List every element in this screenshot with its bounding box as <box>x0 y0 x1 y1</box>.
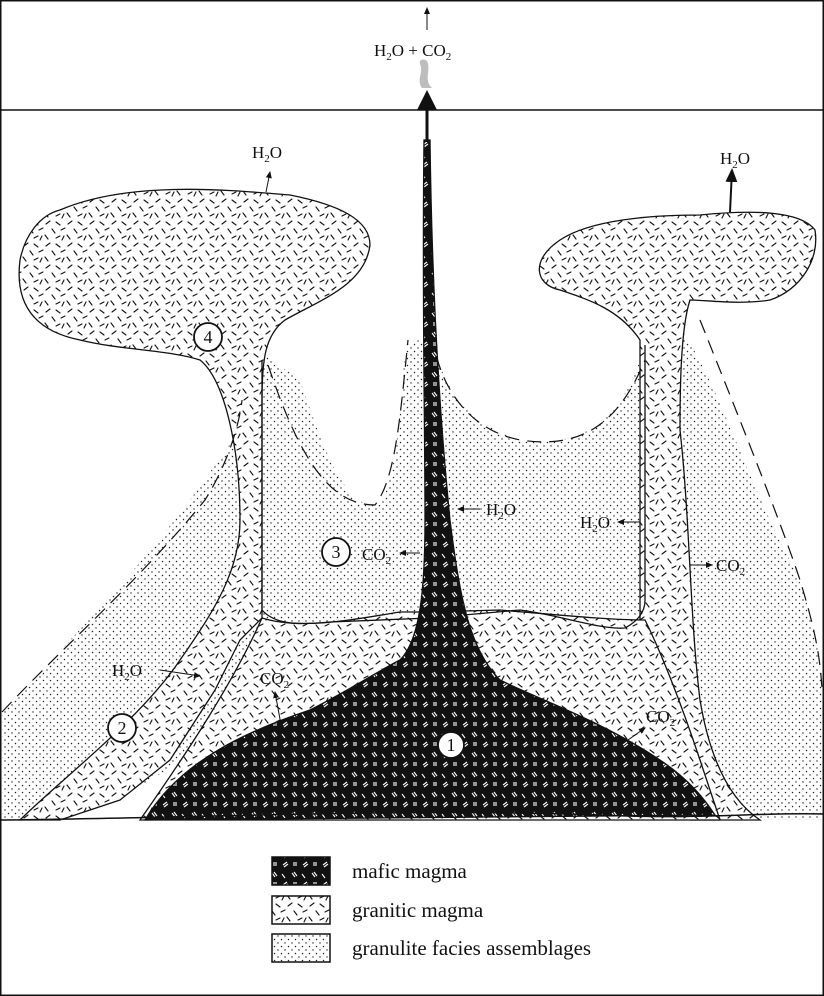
legend-item-granitic: granitic magma <box>271 895 484 925</box>
vent-gas-label: H2O + CO2 <box>374 41 451 63</box>
granulite-left-aureole <box>2 345 425 820</box>
h2o-label-top-right: H2O <box>720 149 750 171</box>
svg-text:granitic magma: granitic magma <box>352 898 484 922</box>
svg-text:4: 4 <box>204 327 213 347</box>
co2-label-right-low: CO2 <box>646 707 675 729</box>
dashed-aureole-right <box>699 319 823 691</box>
svg-text:1: 1 <box>447 735 456 755</box>
svg-text:mafic magma: mafic magma <box>352 859 468 883</box>
mafic-magma-body <box>143 139 717 821</box>
base-line <box>0 811 824 821</box>
vent-cone <box>417 90 437 110</box>
dashed-aureole-center <box>267 334 646 506</box>
co2-label-zone3: CO2 <box>362 545 391 567</box>
svg-text:2: 2 <box>118 718 127 738</box>
co2-label-left-low: CO2 <box>260 669 289 691</box>
h2o-label-right-mid: H2O <box>580 513 610 535</box>
zone-marker-1: 1 <box>437 731 465 759</box>
zone-marker-3: 3 <box>321 537 351 567</box>
granitic-left-body <box>18 188 371 821</box>
zone-marker-2: 2 <box>107 713 137 743</box>
dashed-aureole-left <box>1 399 243 713</box>
h2o-label-center: H2O <box>486 500 516 522</box>
h2o-label-top-left: H2O <box>252 143 282 165</box>
central-chamber-outline <box>261 345 646 629</box>
zone-marker-4: 4 <box>193 322 223 352</box>
legend: mafic magma granitic magma granulite fac… <box>271 856 591 963</box>
granulite-right-aureole <box>650 300 822 820</box>
gas-plume <box>419 59 432 88</box>
svg-text:granulite facies assemblages: granulite facies assemblages <box>352 936 591 960</box>
svg-text:3: 3 <box>332 542 341 562</box>
legend-item-mafic: mafic magma <box>271 856 468 886</box>
granulite-central <box>258 335 645 618</box>
legend-item-granulite: granulite facies assemblages <box>271 933 591 963</box>
h2o-label-left-low: H2O <box>112 661 142 683</box>
co2-label-right: CO2 <box>716 556 745 578</box>
gas-arrows <box>159 168 738 741</box>
